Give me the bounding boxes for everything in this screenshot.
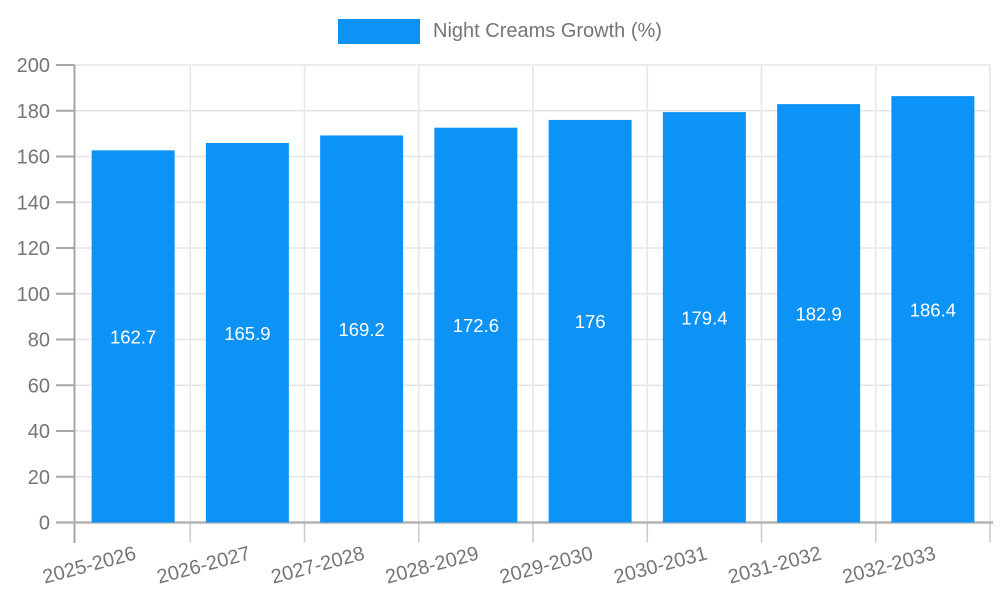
x-tick-label: 2025-2026: [40, 543, 138, 589]
bar[interactable]: [777, 104, 861, 523]
x-tick-label: 2031-2032: [726, 543, 824, 589]
bar[interactable]: [320, 135, 404, 523]
y-tick-label: 160: [17, 147, 50, 169]
legend-label: Night Creams Growth (%): [433, 20, 662, 42]
bar-value-label: 179.4: [681, 307, 727, 328]
bar-value-label: 162.7: [110, 326, 156, 347]
bar[interactable]: [662, 112, 746, 523]
x-tick-label: 2027-2028: [269, 543, 367, 589]
bar[interactable]: [434, 127, 518, 523]
bar-value-label: 169.2: [338, 319, 384, 340]
bar-value-label: 176: [575, 311, 606, 332]
y-tick-label: 140: [17, 192, 50, 214]
bar-value-label: 172.6: [453, 315, 499, 336]
bar[interactable]: [548, 119, 632, 523]
y-tick-label: 180: [17, 101, 50, 123]
bar-value-label: 165.9: [224, 323, 270, 344]
x-tick-label: 2029-2030: [497, 543, 595, 589]
x-tick-label: 2026-2027: [155, 543, 253, 589]
y-tick-label: 20: [28, 467, 50, 489]
x-tick-label: 2028-2029: [383, 543, 481, 589]
y-tick-label: 40: [28, 421, 50, 443]
y-tick-label: 60: [28, 375, 50, 397]
bar-value-label: 186.4: [910, 299, 956, 320]
bar-value-label: 182.9: [795, 303, 841, 324]
bar[interactable]: [891, 96, 975, 523]
x-tick-label: 2030-2031: [612, 543, 710, 589]
y-tick-label: 100: [17, 284, 50, 306]
y-tick-label: 200: [17, 55, 50, 77]
legend[interactable]: Night Creams Growth (%): [0, 19, 1000, 44]
y-tick-label: 80: [28, 330, 50, 352]
y-tick-label: 120: [17, 238, 50, 260]
bar[interactable]: [91, 150, 175, 523]
legend-swatch: [338, 19, 421, 44]
y-tick-label: 0: [39, 513, 50, 535]
bar[interactable]: [205, 143, 289, 523]
x-tick-label: 2032-2033: [840, 543, 938, 589]
